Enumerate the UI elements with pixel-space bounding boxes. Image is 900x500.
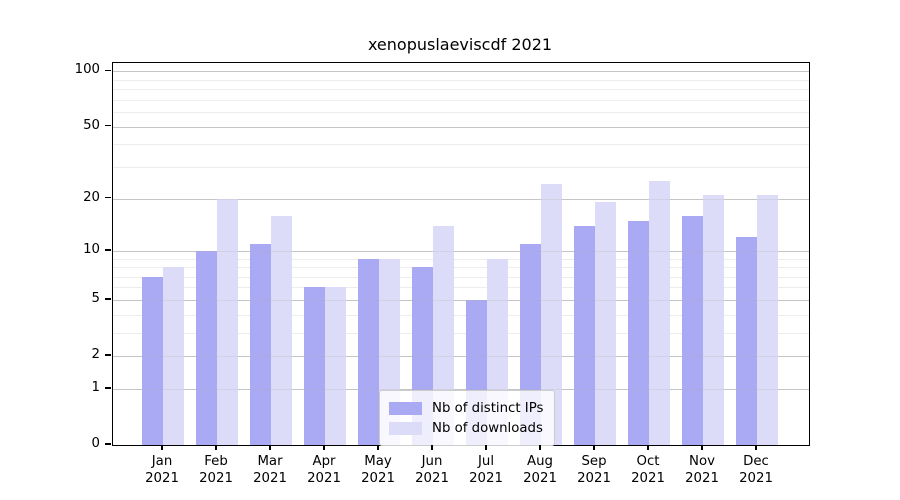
x-tick-label: Oct 2021 — [631, 454, 665, 486]
bar-downloads-mar — [271, 215, 292, 445]
gridline-minor — [113, 287, 809, 289]
y-tick — [104, 69, 111, 72]
gridline-minor — [113, 89, 809, 91]
bar-distinct-ips-may — [358, 258, 379, 445]
y-tick-label: 50 — [83, 117, 100, 133]
x-tick — [161, 445, 163, 451]
gridline-minor — [113, 144, 809, 146]
x-tick-label: Jul 2021 — [469, 454, 503, 486]
legend-label-downloads: Nb of downloads — [432, 420, 543, 436]
bar-downloads-oct — [649, 181, 670, 445]
x-tick — [593, 445, 595, 451]
gridline-overlay — [113, 388, 809, 390]
gridline-overlay — [113, 250, 809, 252]
x-tick-label: Jun 2021 — [415, 454, 449, 486]
gridline-major — [113, 198, 809, 200]
y-tick-label: 10 — [83, 241, 100, 257]
bar-downloads-sep — [595, 202, 616, 445]
x-tick — [485, 445, 487, 451]
gridline-minor — [113, 332, 809, 334]
y-tick — [104, 249, 111, 251]
gridline-minor — [113, 267, 809, 269]
gridline-major — [113, 126, 809, 128]
x-tick — [215, 445, 217, 451]
y-tick — [104, 443, 111, 445]
gridline-overlay — [113, 71, 809, 73]
y-tick-label: 5 — [91, 290, 100, 306]
bar-downloads-apr — [325, 287, 346, 445]
x-tick — [647, 445, 649, 451]
y-tick — [104, 354, 111, 356]
x-tick-label: Aug 2021 — [523, 454, 557, 486]
gridline-minor — [113, 276, 809, 278]
gridline-minor — [113, 258, 809, 260]
bar-downloads-jan — [163, 267, 184, 445]
bar-downloads-nov — [703, 194, 724, 445]
legend-swatch-distinct-ips — [389, 401, 422, 415]
legend-entry-downloads: Nb of downloads — [389, 418, 543, 438]
gridline-overlay — [113, 356, 809, 358]
x-tick — [701, 445, 703, 451]
x-tick-label: May 2021 — [361, 454, 395, 486]
y-tick-label: 20 — [83, 189, 100, 205]
gridline-major — [113, 388, 809, 390]
x-tick — [539, 445, 541, 451]
legend: Nb of distinct IPs Nb of downloads — [379, 390, 556, 446]
x-tick-label: Apr 2021 — [307, 454, 341, 486]
gridline-major — [113, 71, 809, 73]
x-tick — [755, 445, 757, 451]
plot-area: Nb of distinct IPs Nb of downloads — [112, 62, 810, 446]
x-tick — [377, 445, 379, 451]
y-tick — [104, 124, 111, 127]
gridline-minor — [113, 314, 809, 316]
y-tick — [104, 196, 111, 199]
bar-downloads-feb — [217, 198, 238, 445]
bar-distinct-ips-sep — [574, 225, 595, 445]
y-tick-label: 100 — [74, 62, 100, 78]
x-tick-label: Nov 2021 — [685, 454, 719, 486]
bar-distinct-ips-oct — [628, 220, 649, 445]
gridline-overlay — [113, 126, 809, 128]
x-tick-label: Sep 2021 — [577, 454, 611, 486]
gridline-minor — [113, 166, 809, 168]
x-tick — [269, 445, 271, 451]
gridline-overlay — [113, 299, 809, 301]
y-tick-label: 1 — [91, 379, 100, 395]
gridline-major — [113, 250, 809, 252]
x-tick — [323, 445, 325, 451]
legend-entry-distinct-ips: Nb of distinct IPs — [389, 398, 543, 418]
gridline-major — [113, 299, 809, 301]
legend-swatch-downloads — [389, 421, 422, 435]
gridline-minor — [113, 112, 809, 114]
gridline-minor — [113, 79, 809, 81]
chart-title: xenopuslaeviscdf 2021 — [367, 35, 553, 54]
y-tick-label: 2 — [91, 347, 100, 363]
x-tick-label: Dec 2021 — [739, 454, 773, 486]
x-tick-label: Jan 2021 — [145, 454, 179, 486]
bar-distinct-ips-apr — [304, 287, 325, 445]
bar-distinct-ips-feb — [196, 250, 217, 445]
gridline-overlay — [113, 198, 809, 200]
x-tick-label: Mar 2021 — [253, 454, 287, 486]
y-tick — [104, 298, 111, 300]
y-tick-label: 0 — [91, 436, 100, 451]
bar-distinct-ips-nov — [682, 215, 703, 445]
bar-distinct-ips-mar — [250, 243, 271, 445]
x-tick — [431, 445, 433, 451]
gridline-minor — [113, 99, 809, 101]
bar-distinct-ips-dec — [736, 237, 757, 445]
x-tick-label: Feb 2021 — [199, 454, 233, 486]
y-tick — [104, 387, 111, 389]
legend-label-distinct-ips: Nb of distinct IPs — [432, 400, 544, 416]
bar-distinct-ips-jan — [142, 276, 163, 445]
bar-downloads-aug — [541, 184, 562, 445]
bar-downloads-dec — [757, 194, 778, 445]
gridline-major — [113, 356, 809, 358]
